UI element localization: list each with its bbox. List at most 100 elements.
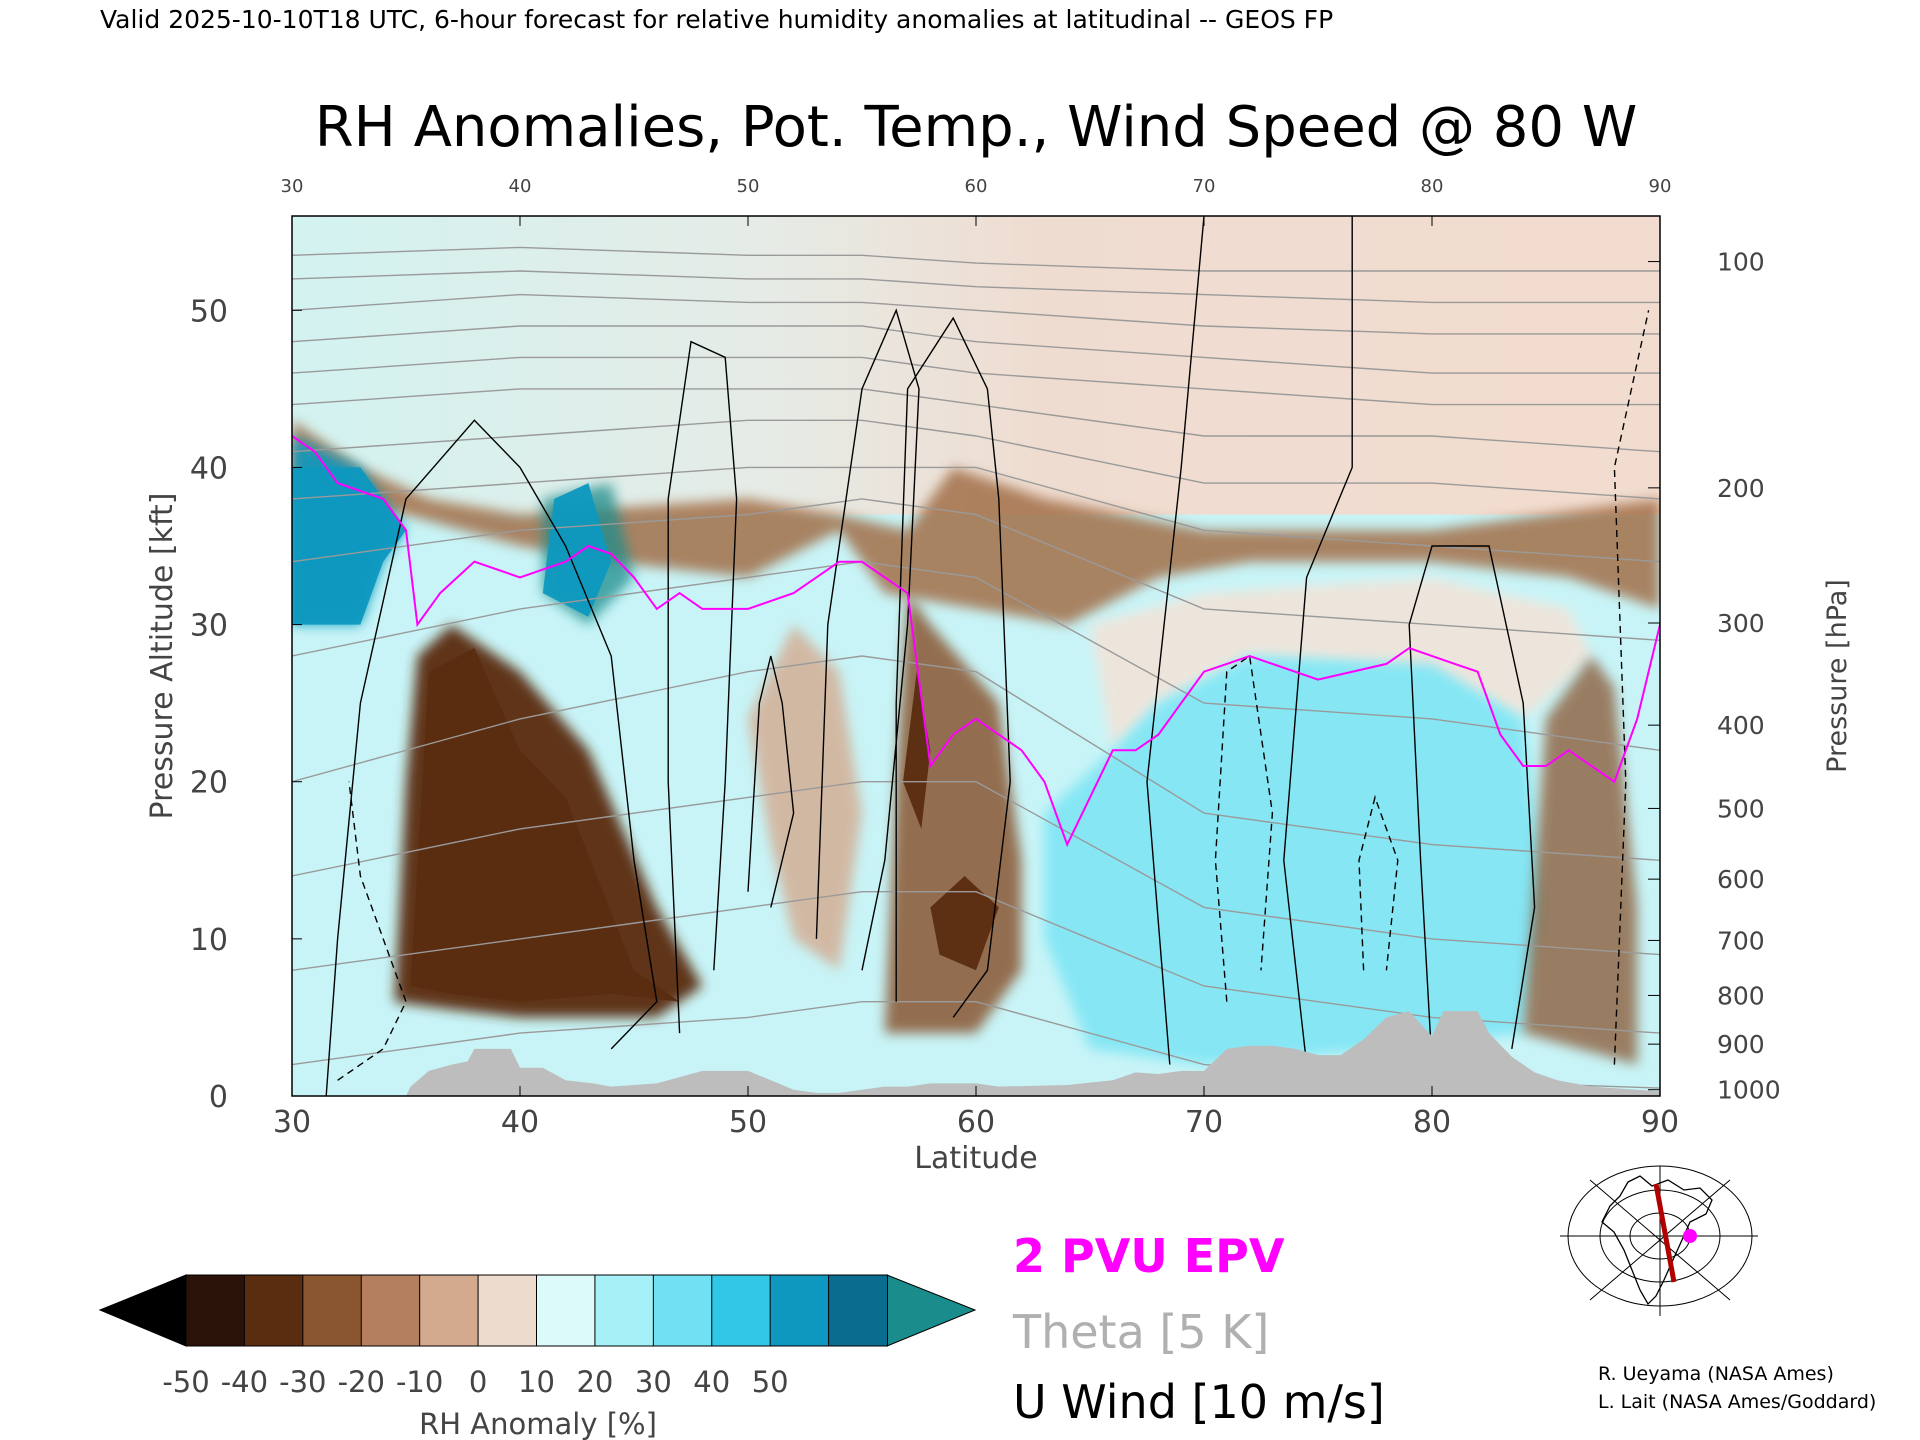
x-tick-label-top-60: 60 [965,176,988,197]
theta-contour-380 [292,356,1660,406]
colorbar-tick-label-9: 40 [693,1365,730,1399]
colorbar-swatch-3 [360,1274,421,1347]
rh-region-moist-core-1 [292,467,406,625]
colorbar-swatch-11 [828,1274,888,1347]
pressure-tick-label-200: 200 [1717,474,1765,503]
credit-2: L. Lait (NASA Ames/Goddard) [1598,1391,1876,1413]
y-axis-label: Pressure Altitude [kft] [145,493,180,820]
theta-contour-330 [292,560,1660,751]
rh-region-moist-core-2 [542,483,612,617]
y-tick-label-50: 50 [190,294,228,329]
x-axis-label: Latitude [914,1141,1037,1176]
axes: 3030404050506060707080809090010203040501… [190,176,1781,1140]
locator-map-transect [1653,1183,1677,1283]
colorbar-swatch-10 [769,1274,830,1347]
colorbar-swatch-1 [243,1274,304,1347]
colorbar-tick-label-5: 0 [469,1365,487,1399]
colorbar-tick-label-7: 20 [576,1365,613,1399]
x-tick-label-80: 80 [1413,1105,1451,1140]
colorbar-tick-label-6: 10 [518,1365,555,1399]
theta-contour-310 [292,781,1660,956]
y-tick-label-40: 40 [190,451,228,486]
legend-u-wind: U Wind [10 m/s] [1013,1375,1385,1429]
credit-1: R. Ueyama (NASA Ames) [1598,1363,1834,1385]
u-wind-contour-2 [747,655,795,908]
locator-map [1560,1165,1758,1316]
theta-contour-400 [292,293,1660,335]
theta-contour-390 [292,325,1660,374]
colorbar-swatch-0 [185,1274,246,1347]
theta-contour-360 [292,419,1660,500]
terrain-mask [406,1011,1660,1096]
colorbar-under-arrow [98,1274,187,1347]
pressure-tick-label-400: 400 [1717,711,1765,740]
colorbar-swatch-9 [711,1274,772,1347]
colorbar-over-arrow [886,1274,977,1347]
u-wind-contour-3 [815,308,920,971]
x-tick-label-top-30: 30 [281,176,304,197]
colorbar-tick-label-1: -40 [221,1365,268,1399]
colorbar-tick-label-0: -50 [162,1365,209,1399]
colorbar-swatch-2 [302,1274,363,1347]
locator-map-marker [1683,1229,1697,1243]
terrain [406,1011,1660,1096]
x-tick-label-top-80: 80 [1421,176,1444,197]
tropopause-dry-band [292,420,1660,625]
pressure-tick-label-600: 600 [1717,865,1765,894]
rh-region-dry-core-2 [903,671,931,829]
u-wind-contour-5 [1146,216,1205,1065]
epv-2pvu-contour [292,435,1660,848]
y-tick-label-30: 30 [190,609,228,644]
colorbar-tick-label-2: -30 [279,1365,326,1399]
u-wind-contour-7 [1408,545,1536,1065]
u-wind-contour-1 [667,340,738,1034]
legend-theta: Theta [5 K] [1012,1305,1269,1359]
theta-contours [292,246,1660,1089]
pressure-tick-label-900: 900 [1717,1030,1765,1059]
colorbar-tick-label-10: 50 [752,1365,789,1399]
arctic-moist-band [1044,656,1546,1065]
u-wind-contour-0 [325,419,658,1096]
plot-area [292,216,1660,1096]
pressure-tick-label-700: 700 [1717,926,1765,955]
right-y-axis-label: Pressure [hPa] [1822,579,1853,773]
u-wind-contour-9 [1358,795,1399,971]
colorbar: -50 -40 -30 -20 -10 0 10 20 30 40 50 [98,1274,977,1399]
u-wind-contour-11 [1613,310,1650,1065]
pressure-tick-label-1000: 1000 [1717,1076,1781,1105]
theta-contour-300 [292,891,1660,1034]
rh-region-dry-core-3 [930,876,999,971]
colorbar-swatch-7 [594,1274,655,1347]
theta-contour-410 [292,270,1660,304]
pressure-tick-label-800: 800 [1717,981,1765,1010]
colorbar-swatch-5 [477,1274,538,1347]
x-tick-label-70: 70 [1185,1105,1223,1140]
x-tick-label-30: 30 [273,1105,311,1140]
dry-polar-band [1523,656,1638,1065]
y-tick-label-10: 10 [190,923,228,958]
colorbar-label: RH Anomaly [%] [419,1407,657,1440]
x-tick-label-40: 40 [501,1105,539,1140]
locator-map-graticule [1560,1165,1758,1316]
u-wind-contour-8 [1214,654,1274,1002]
u-wind-contour-6 [1283,216,1353,1065]
colorbar-tick-label-8: 30 [635,1365,672,1399]
colorbar-tick-label-3: -20 [338,1365,385,1399]
theta-contour-350 [292,466,1660,563]
theta-contour-340 [292,498,1660,641]
valid-line: Valid 2025-10-10T18 UTC, 6-hour forecast… [100,5,1333,34]
x-tick-label-top-90: 90 [1649,176,1672,197]
legend-epv: 2 PVU EPV [1013,1229,1285,1283]
theta-contour-320 [292,655,1660,861]
x-tick-label-top-70: 70 [1193,176,1216,197]
pressure-tick-label-500: 500 [1717,794,1765,823]
y-tick-label-0: 0 [209,1080,228,1115]
x-tick-label-top-50: 50 [737,176,760,197]
chart-title: RH Anomalies, Pot. Temp., Wind Speed @ 8… [315,95,1637,160]
dry-mid-band [748,624,862,971]
epv-2pvu-line [292,435,1660,848]
x-tick-label-90: 90 [1641,1105,1679,1140]
u-wind-contour-10 [337,781,407,1081]
theta-contour-420 [292,246,1660,272]
